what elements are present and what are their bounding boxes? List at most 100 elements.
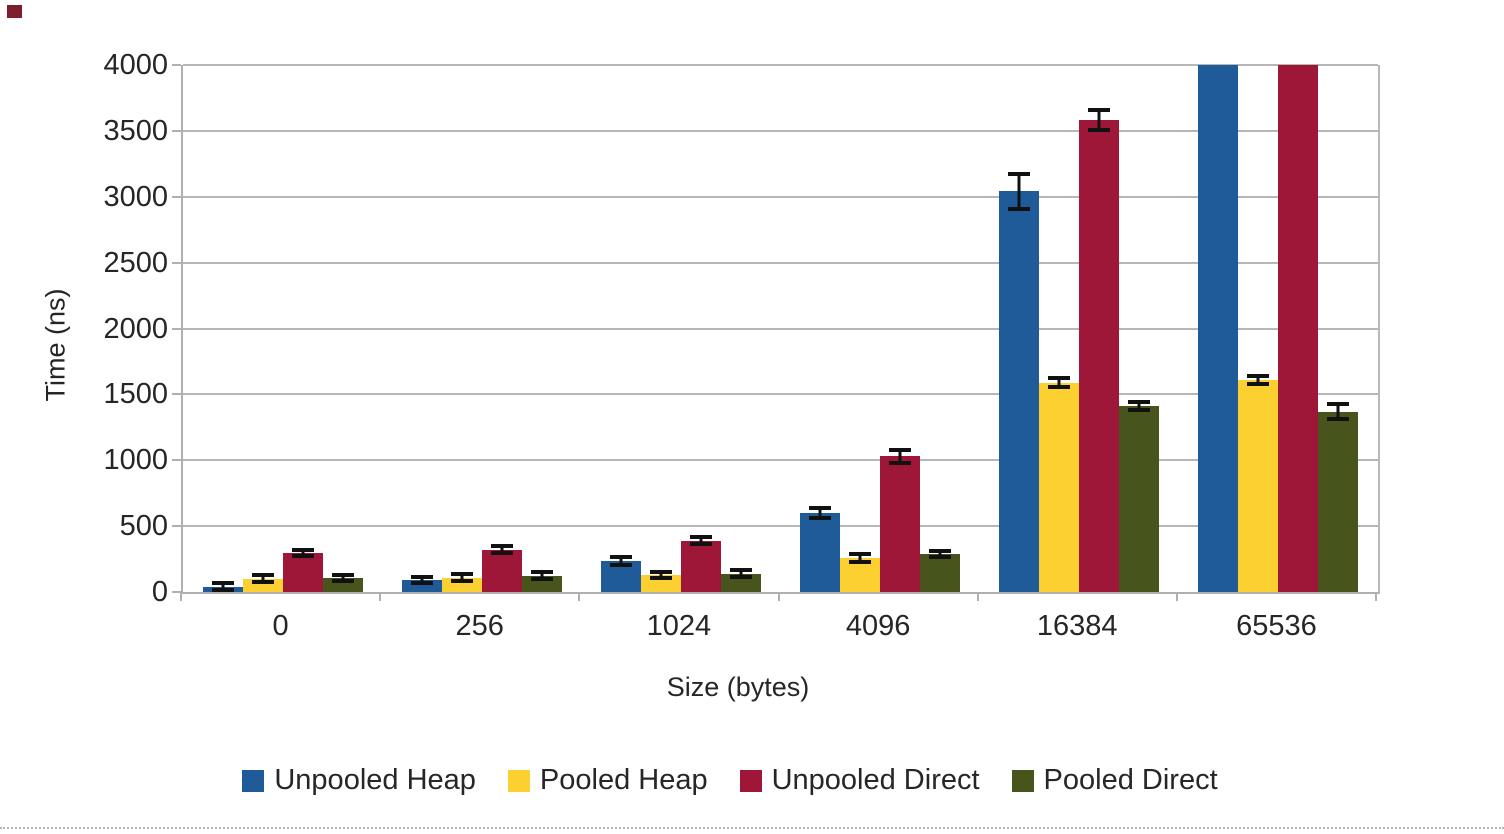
- errorbar-stem: [500, 548, 504, 552]
- x-tick-label-4096: 4096: [845, 610, 911, 642]
- gridline-2000: [183, 327, 1378, 330]
- x-tick-label-0: 0: [272, 610, 289, 642]
- bar-unpooled-heap-16384: [999, 191, 1040, 592]
- errorbar-stem: [858, 556, 862, 561]
- legend-item-unpooled-heap: Unpooled Heap: [242, 764, 476, 797]
- x-tick-label-256: 256: [455, 610, 504, 642]
- gridline-1500: [183, 393, 1378, 396]
- bar-unpooled-direct-256: [481, 549, 522, 592]
- errorbar-stem: [1256, 377, 1260, 383]
- legend-label: Pooled Direct: [1043, 764, 1218, 796]
- errorbar-unpooled-heap-0: [211, 581, 234, 593]
- page-break-dotted-line: [0, 827, 1504, 829]
- errorbar-stem: [1017, 175, 1021, 208]
- y-tick-mark-2500: [172, 261, 181, 264]
- y-tick-mark-1500: [172, 393, 181, 396]
- errorbar-stem: [460, 575, 464, 580]
- bar-unpooled-direct-16384: [1079, 120, 1120, 592]
- y-tick-mark-3500: [172, 129, 181, 132]
- errorbar-pooled-direct-256: [530, 570, 553, 581]
- errorbar-stem: [301, 551, 305, 555]
- legend-item-unpooled-direct: Unpooled Direct: [739, 764, 980, 797]
- errorbar-stem: [818, 509, 822, 517]
- legend-label: Unpooled Direct: [771, 764, 980, 796]
- errorbar-unpooled-direct-16384: [1088, 108, 1111, 133]
- errorbar-stem: [659, 573, 663, 577]
- gridline-2500: [183, 261, 1378, 264]
- errorbar-pooled-direct-16384: [1128, 400, 1151, 413]
- bar-unpooled-direct-4096: [880, 456, 921, 592]
- y-tick-label-0: 0: [151, 576, 168, 608]
- errorbar-unpooled-direct-1024: [689, 534, 712, 547]
- y-tick-label-3500: 3500: [103, 114, 168, 147]
- x-tick-mark-0: [180, 592, 182, 601]
- x-tick-mark-3: [777, 592, 780, 601]
- legend-swatch-icon: [507, 769, 530, 792]
- errorbar-pooled-direct-4096: [929, 548, 952, 559]
- bar-unpooled-direct-1024: [680, 540, 721, 592]
- x-tick-mark-6: [1375, 592, 1377, 601]
- legend-swatch-icon: [739, 769, 762, 792]
- errorbar-pooled-direct-1024: [729, 568, 752, 579]
- gridline-3000: [183, 195, 1378, 198]
- bar-unpooled-heap-65536: [1198, 65, 1239, 592]
- errorbar-pooled-heap-256: [450, 571, 473, 584]
- errorbar-unpooled-heap-16384: [1008, 171, 1031, 212]
- x-tick-mark-4: [976, 592, 979, 601]
- errorbar-unpooled-direct-256: [490, 544, 513, 556]
- y-tick-mark-1000: [172, 459, 181, 462]
- page-corner-artifact: [7, 5, 22, 18]
- bar-unpooled-direct-0: [282, 553, 323, 592]
- bar-unpooled-direct-65536: [1278, 65, 1319, 592]
- bar-pooled-heap-16384: [1039, 382, 1080, 592]
- y-tick-label-2500: 2500: [103, 246, 168, 279]
- y-tick-label-3000: 3000: [103, 180, 168, 213]
- y-tick-label-1000: 1000: [103, 444, 168, 477]
- legend-label: Pooled Heap: [539, 764, 708, 796]
- errorbar-stem: [341, 577, 345, 580]
- bar-pooled-direct-16384: [1119, 406, 1160, 592]
- y-tick-mark-2000: [172, 327, 181, 330]
- gridline-4000: [183, 64, 1378, 66]
- errorbar-pooled-heap-16384: [1048, 375, 1071, 390]
- errorbar-pooled-heap-0: [251, 573, 274, 585]
- errorbar-stem: [221, 585, 225, 589]
- y-tick-mark-3000: [172, 195, 181, 198]
- errorbar-unpooled-heap-4096: [809, 505, 832, 521]
- x-tick-mark-2: [578, 592, 581, 601]
- y-tick-label-4000: 4000: [103, 49, 168, 81]
- errorbar-pooled-direct-0: [331, 573, 354, 584]
- errorbar-stem: [938, 552, 942, 555]
- x-tick-mark-5: [1175, 592, 1178, 601]
- errorbar-stem: [1137, 404, 1141, 409]
- gridline-3500: [183, 129, 1378, 132]
- errorbar-unpooled-heap-1024: [609, 555, 632, 567]
- errorbar-unpooled-direct-0: [291, 547, 314, 559]
- bar-pooled-direct-65536: [1318, 411, 1359, 592]
- x-tick-label-1024: 1024: [646, 610, 712, 642]
- y-tick-label-2000: 2000: [103, 312, 168, 345]
- errorbar-pooled-heap-1024: [649, 569, 672, 581]
- bar-pooled-direct-4096: [920, 553, 961, 592]
- legend-item-pooled-direct: Pooled Direct: [1011, 764, 1218, 797]
- x-tick-label-16384: 16384: [1036, 610, 1118, 642]
- errorbar-stem: [420, 578, 424, 582]
- x-tick-mark-1: [379, 592, 382, 601]
- errorbar-stem: [261, 577, 265, 581]
- errorbar-pooled-heap-65536: [1247, 373, 1270, 387]
- bar-unpooled-heap-4096: [800, 512, 841, 592]
- errorbar-stem: [699, 538, 703, 543]
- x-tick-label-65536: 65536: [1236, 610, 1317, 642]
- plot-area: [181, 64, 1380, 594]
- errorbar-unpooled-heap-256: [410, 574, 433, 586]
- gridline-1000: [183, 459, 1378, 462]
- errorbar-unpooled-direct-4096: [889, 447, 912, 465]
- bar-pooled-heap-65536: [1238, 379, 1279, 592]
- errorbar-stem: [540, 574, 544, 577]
- errorbar-stem: [1336, 405, 1340, 418]
- chart-legend: Unpooled Heap Pooled Heap Unpooled Direct P…: [0, 764, 1460, 797]
- y-tick-mark-4000: [172, 64, 181, 66]
- y-tick-mark-500: [172, 525, 181, 528]
- errorbar-stem: [898, 451, 902, 461]
- errorbar-stem: [1057, 379, 1061, 386]
